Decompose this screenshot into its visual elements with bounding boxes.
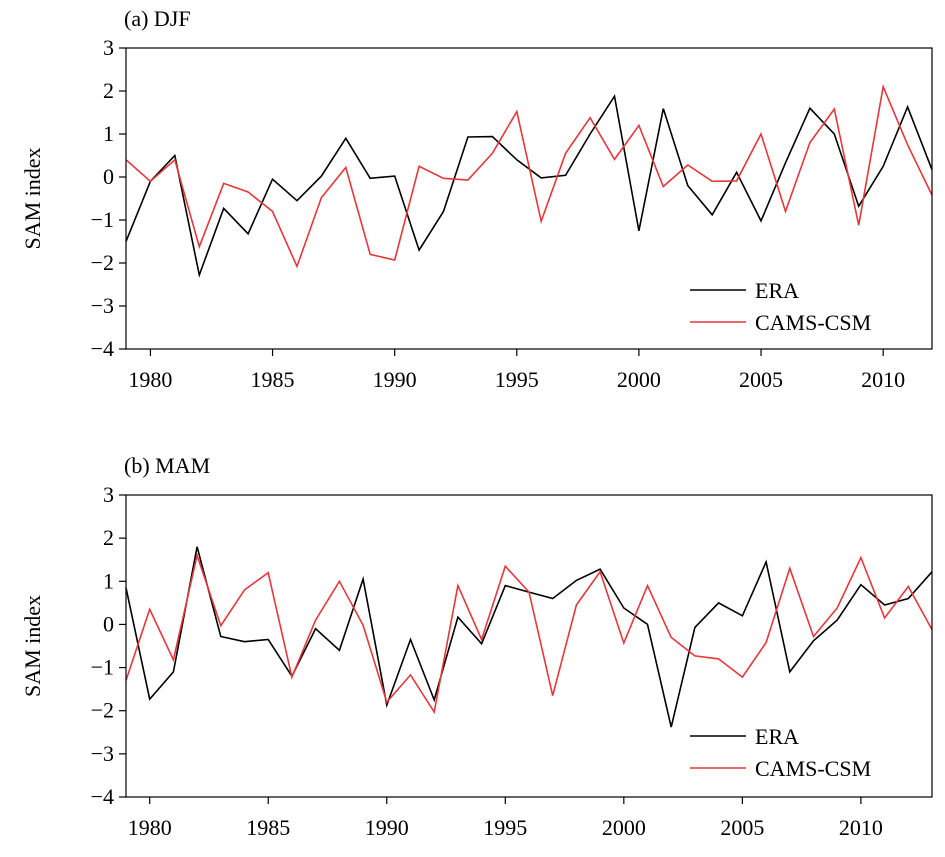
x-tick-label: 1990 <box>365 815 409 840</box>
y-tick-label: −2 <box>91 250 114 275</box>
panel-label: (a) DJF <box>124 6 191 31</box>
y-tick-label: 2 <box>103 78 114 103</box>
y-tick-label: −3 <box>91 741 114 766</box>
y-tick-label: 0 <box>103 164 114 189</box>
y-tick-label: 3 <box>103 35 114 60</box>
y-tick-label: −2 <box>91 698 114 723</box>
x-tick-label: 1980 <box>128 815 172 840</box>
series-line-era <box>125 94 933 278</box>
y-tick-label: −4 <box>91 336 114 361</box>
y-tick-label: −1 <box>91 207 114 232</box>
series-line-cams-csm <box>125 552 933 715</box>
legend-label-era: ERA <box>755 278 799 303</box>
y-axis-title: SAM index <box>20 147 45 249</box>
x-tick-label: 1980 <box>128 367 172 392</box>
x-tick-label: 1995 <box>495 367 539 392</box>
x-tick-label: 2005 <box>739 367 783 392</box>
y-tick-label: 0 <box>103 611 114 636</box>
x-tick-label: 2010 <box>839 815 883 840</box>
series-line-era <box>125 546 933 728</box>
plot-frame <box>125 47 933 350</box>
y-tick-label: 2 <box>103 525 114 550</box>
x-tick-label: 2010 <box>861 367 905 392</box>
y-tick-label: −1 <box>91 655 114 680</box>
plot-frame <box>125 494 933 798</box>
y-tick-label: 3 <box>103 482 114 507</box>
x-tick-label: 1990 <box>373 367 417 392</box>
y-tick-label: 1 <box>103 121 114 146</box>
y-axis-title: SAM index <box>20 595 45 697</box>
x-tick-label: 1995 <box>483 815 527 840</box>
y-tick-label: −3 <box>91 293 114 318</box>
x-tick-label: 1985 <box>246 815 290 840</box>
legend-label-cams-csm: CAMS-CSM <box>755 310 871 335</box>
x-tick-label: 2000 <box>602 815 646 840</box>
panel-label: (b) MAM <box>124 453 210 478</box>
x-tick-label: 2005 <box>720 815 764 840</box>
series-line-cams-csm <box>125 83 933 269</box>
x-tick-label: 1985 <box>251 367 295 392</box>
panel-djf: −4 −3 −2 −1 0 1 2 3 1980 1985 1990 1995 2000 2005 2010… <box>20 6 933 392</box>
y-tick-label: 1 <box>103 568 114 593</box>
panel-mam: −4 −3 −2 −1 0 1 2 3 1980 1985 1990 1995 2000 2005 2010… <box>20 453 933 840</box>
legend-label-era: ERA <box>755 724 799 749</box>
x-tick-label: 2000 <box>617 367 661 392</box>
y-tick-label: −4 <box>91 784 114 809</box>
legend-label-cams-csm: CAMS-CSM <box>755 756 871 781</box>
